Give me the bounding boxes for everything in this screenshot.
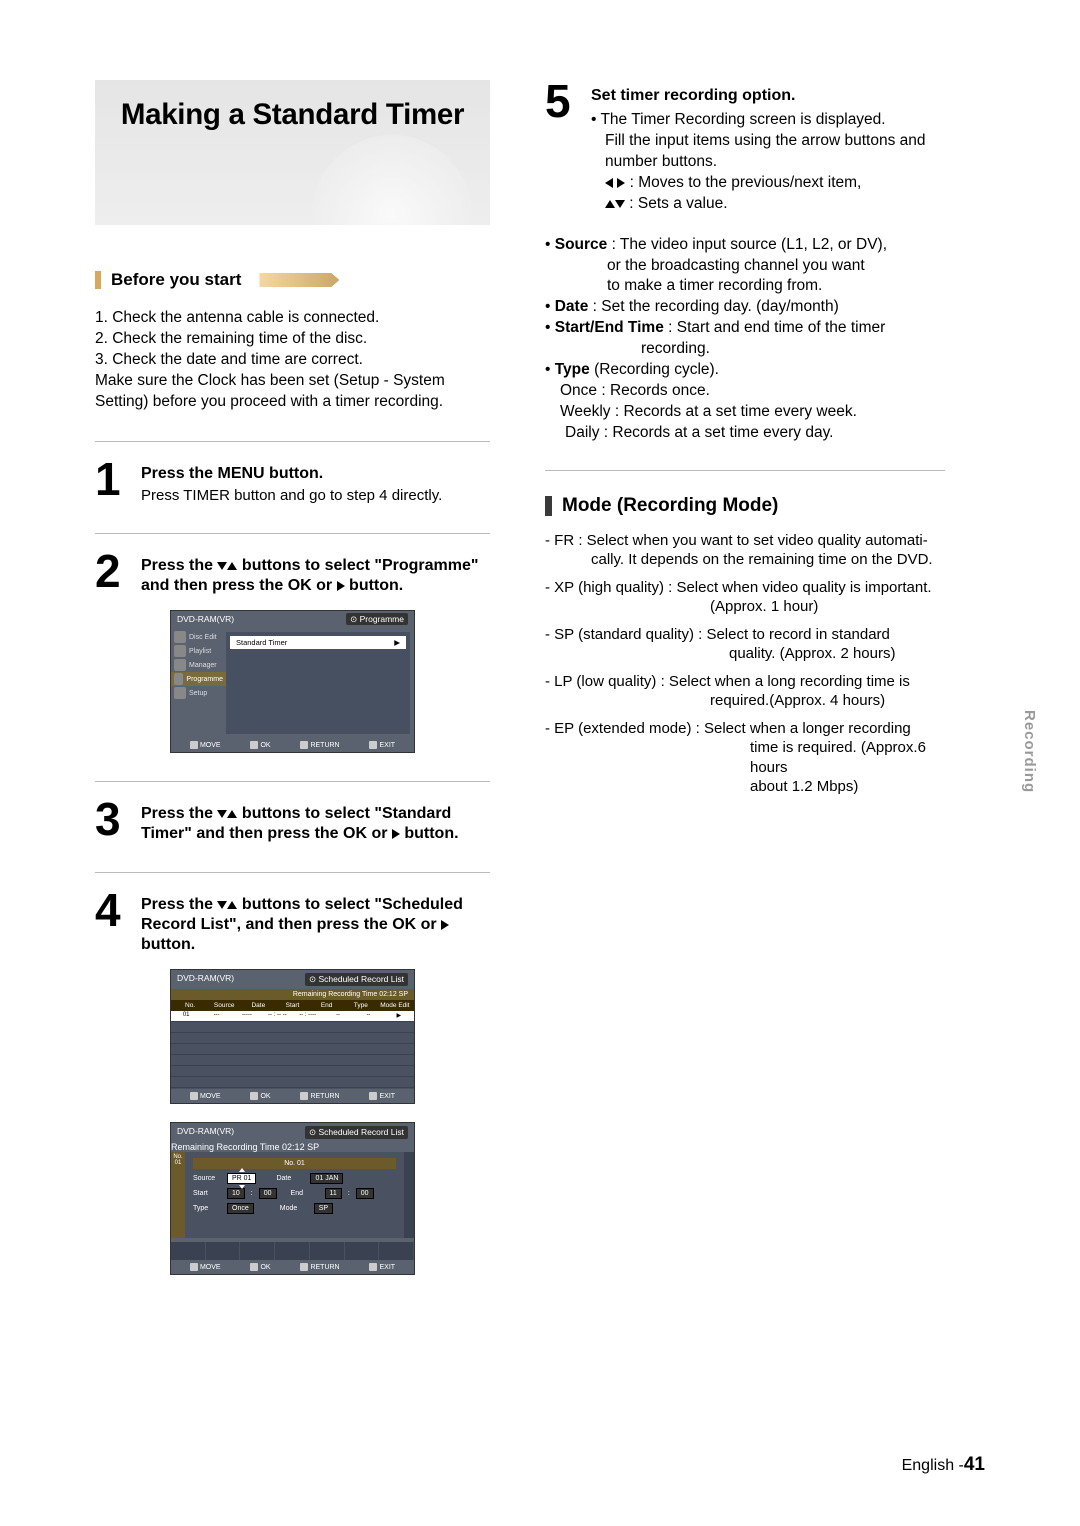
right-icon	[617, 178, 625, 188]
type-value: Once	[227, 1203, 254, 1214]
before-start-list: 1. Check the antenna cable is connected.…	[95, 308, 490, 413]
mode-value: SP	[314, 1203, 333, 1214]
step-5-options: • Source : The video input source (L1, L…	[545, 235, 945, 444]
step-number: 3	[95, 798, 129, 844]
before-start-heading: Before you start	[111, 270, 241, 290]
step-1: 1 Press the MENU button. Press TIMER but…	[95, 458, 490, 506]
scrollbar	[404, 1152, 414, 1238]
list-item: 2. Check the remaining time of the disc.	[95, 329, 490, 350]
down-icon	[217, 810, 227, 818]
row-no-label: No.01	[171, 1152, 185, 1238]
disc-graphic	[312, 135, 472, 225]
osd-top-left: DVD-RAM(VR)	[177, 1126, 234, 1139]
divider	[95, 533, 490, 534]
remaining-time: Remaining Recording Time 02:12 SP	[171, 989, 414, 1000]
playlist-icon	[174, 645, 186, 657]
step-number: 2	[95, 550, 129, 596]
remaining-time: Remaining Recording Time 02:12 SP	[171, 1142, 414, 1152]
right-icon	[337, 581, 345, 591]
source-value: PR 01	[227, 1173, 256, 1184]
osd-top-right: ⊙ Scheduled Record List	[305, 1126, 408, 1139]
up-icon	[227, 901, 237, 909]
step-title: Press the buttons to select "Scheduled R…	[141, 895, 490, 955]
page-footer: English -41	[902, 1454, 985, 1476]
divider	[95, 441, 490, 442]
mode-heading: Mode (Recording Mode)	[545, 495, 945, 517]
accent-bar	[95, 271, 101, 289]
step-number: 5	[545, 80, 579, 215]
page-title-box: Making a Standard Timer	[95, 80, 490, 225]
left-icon	[605, 178, 613, 188]
before-start-note: Make sure the Clock has been set (Setup …	[95, 371, 490, 413]
osd-footer: MOVE OK RETURN EXIT	[171, 1089, 414, 1103]
setup-icon	[174, 687, 186, 699]
step-number: 1	[95, 458, 129, 506]
osd-footer: MOVE OK RETURN EXIT	[171, 738, 414, 752]
osd-scheduled-list: DVD-RAM(VR) ⊙ Scheduled Record List Rema…	[170, 969, 415, 1104]
osd-edit-record: DVD-RAM(VR) ⊙ Scheduled Record List Rema…	[170, 1122, 415, 1275]
table-row: 01---------- : -- ---- : --------▶	[171, 1011, 414, 1022]
divider	[95, 872, 490, 873]
divider	[95, 781, 490, 782]
accent-bar-dark	[545, 496, 552, 516]
step-title: Press the MENU button.	[141, 464, 490, 484]
up-icon	[227, 810, 237, 818]
manager-icon	[174, 659, 186, 671]
up-icon	[605, 200, 615, 208]
table-header: No.SourceDateStartEndTypeMode Edit	[171, 1000, 414, 1011]
osd-top-right: ⊙ Programme	[346, 613, 408, 625]
osd-programme-menu: DVD-RAM(VR) ⊙ Programme Disc Edit Playli…	[170, 610, 415, 753]
programme-icon	[174, 673, 183, 685]
osd-top-left: DVD-RAM(VR)	[177, 614, 234, 625]
osd-footer: MOVE OK RETURN EXIT	[171, 1260, 414, 1274]
date-value: 01 JAN	[310, 1173, 343, 1184]
down-icon	[217, 562, 227, 570]
arrow-decor-icon	[259, 273, 339, 287]
list-item: 1. Check the antenna cable is connected.	[95, 308, 490, 329]
step-5-lines: • The Timer Recording screen is displaye…	[591, 110, 945, 215]
step-title: Press the buttons to select "Programme" …	[141, 556, 490, 596]
page-title: Making a Standard Timer	[121, 98, 464, 132]
standard-timer-row: Standard Timer▶	[230, 636, 406, 649]
up-icon	[227, 562, 237, 570]
list-item: 3. Check the date and time are correct.	[95, 350, 490, 371]
down-icon	[217, 901, 227, 909]
step-4: 4 Press the buttons to select "Scheduled…	[95, 889, 490, 955]
side-tab-recording: Recording	[1021, 710, 1038, 793]
step-number: 4	[95, 889, 129, 955]
step-subtitle: Press TIMER button and go to step 4 dire…	[141, 486, 490, 506]
down-icon	[615, 200, 625, 208]
step-2: 2 Press the buttons to select "Programme…	[95, 550, 490, 596]
right-icon	[441, 920, 449, 930]
step-5: 5 Set timer recording option. • The Time…	[545, 80, 945, 215]
disc-edit-icon	[174, 631, 186, 643]
osd-top-right: ⊙ Scheduled Record List	[305, 973, 408, 986]
step-title: Press the buttons to select "Standard Ti…	[141, 804, 490, 844]
mode-list: - FR : Select when you want to set video…	[545, 531, 945, 797]
osd-top-left: DVD-RAM(VR)	[177, 973, 234, 986]
divider	[545, 470, 945, 471]
step-3: 3 Press the buttons to select "Standard …	[95, 798, 490, 844]
before-you-start-header: Before you start	[95, 270, 490, 290]
edit-no-header: No. 01	[193, 1158, 396, 1169]
osd-side-menu: Disc Edit Playlist Manager Programme Set…	[171, 628, 226, 738]
right-icon	[392, 829, 400, 839]
step-title: Set timer recording option.	[591, 86, 945, 106]
